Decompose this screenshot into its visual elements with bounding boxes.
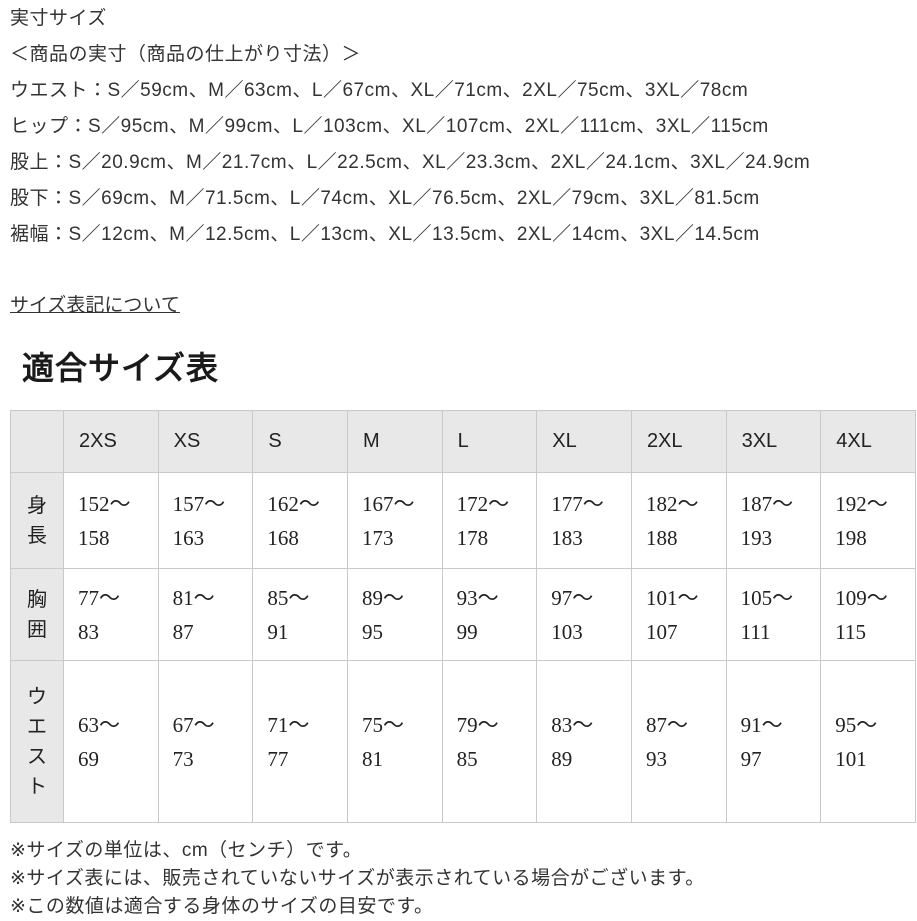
measurement-line-hem-width: 裾幅：S／12cm、M／12.5cm、L／13cm、XL／13.5cm、2XL／… [10,224,760,245]
measurement-line-rise: 股上：S／20.9cm、M／21.7cm、L／22.5cm、XL／23.3cm、… [10,152,811,173]
size-range-cell: 172～ 178 [441,472,538,569]
size-range-cell: 83～ 89 [536,660,632,823]
size-range-cell: 177～ 183 [536,472,632,569]
size-range-cell: 162～ 168 [252,472,348,569]
size-range-cell: 85～ 91 [252,568,348,661]
size-range-cell: 81～ 87 [157,568,254,661]
size-column-header-l: L [441,410,538,473]
note-unit: ※サイズの単位は、cm（センチ）です。 [10,840,363,861]
size-column-header-s: S [252,410,348,473]
table-row: ウ エ ス ト 63～ 69 67～ 73 71～ 77 75～ 81 79～ 85 83～… [10,660,916,823]
size-range-cell: 71～ 77 [252,660,348,823]
row-header: 胸 囲 [10,568,64,661]
size-range-cell: 67～ 73 [157,660,254,823]
section-title: 実寸サイズ [10,8,107,29]
note-availability: ※サイズ表には、販売されていないサイズが表示されている場合がございます。 [10,868,705,889]
table-corner-cell [10,410,64,473]
size-column-header-m: M [346,410,443,473]
size-range-cell: 89～ 95 [346,568,443,661]
measurement-line-inseam: 股下：S／69cm、M／71.5cm、L／74cm、XL／76.5cm、2XL／… [10,188,760,209]
size-notation-link-row: サイズ表記について [10,295,917,317]
size-range-cell: 187～ 193 [725,472,822,569]
size-column-header-4xl: 4XL [820,410,916,473]
fit-size-table-heading: 適合サイズ表 [22,350,220,386]
table-row: 身 長 152～ 158 157～ 163 162～ 168 167～ 173 172～ … [10,472,916,569]
size-range-cell: 192～ 198 [820,472,916,569]
size-range-cell: 75～ 81 [346,660,443,823]
size-column-header-2xs: 2XS [63,410,159,473]
size-range-cell: 91～ 97 [725,660,822,823]
size-range-cell: 79～ 85 [441,660,538,823]
size-notation-link[interactable]: サイズ表記について [10,295,180,316]
size-range-cell: 167～ 173 [346,472,443,569]
size-range-cell: 87～ 93 [630,660,727,823]
table-row: 胸 囲 77～ 83 81～ 87 85～ 91 89～ 95 93～ 99 97～ 103… [10,568,916,661]
size-range-cell: 109～ 115 [820,568,916,661]
size-column-header-xs: XS [157,410,254,473]
size-range-cell: 97～ 103 [536,568,632,661]
size-range-cell: 95～ 101 [820,660,916,823]
measurement-line-hip: ヒップ：S／95cm、M／99cm、L／103cm、XL／107cm、2XL／1… [10,116,769,137]
measurement-line-waist: ウエスト：S／59cm、M／63cm、L／67cm、XL／71cm、2XL／75… [10,80,749,101]
size-column-header-xl: XL [536,410,632,473]
footnotes: ※サイズの単位は、cm（センチ）です。 ※サイズ表には、販売されていないサイズが… [10,837,917,921]
size-column-header-3xl: 3XL [725,410,822,473]
row-header: ウ エ ス ト [10,660,64,823]
row-header: 身 長 [10,472,64,569]
fit-size-table: 2XS XS S M L XL 2XL 3XL 4XL 身 長 152～ 158 157～ 163 1… [10,410,916,823]
note-guideline: ※この数値は適合する身体のサイズの目安です。 [10,896,434,917]
size-column-header-2xl: 2XL [630,410,727,473]
table-header-row: 2XS XS S M L XL 2XL 3XL 4XL [10,410,916,473]
spec-heading: ＜商品の実寸（商品の仕上がり寸法）＞ [10,44,362,65]
size-range-cell: 101～ 107 [630,568,727,661]
size-range-cell: 157～ 163 [157,472,254,569]
size-range-cell: 182～ 188 [630,472,727,569]
size-range-cell: 152～ 158 [63,472,159,569]
size-range-cell: 105～ 111 [725,568,822,661]
size-range-cell: 77～ 83 [63,568,159,661]
size-range-cell: 63～ 69 [63,660,159,823]
size-range-cell: 93～ 99 [441,568,538,661]
